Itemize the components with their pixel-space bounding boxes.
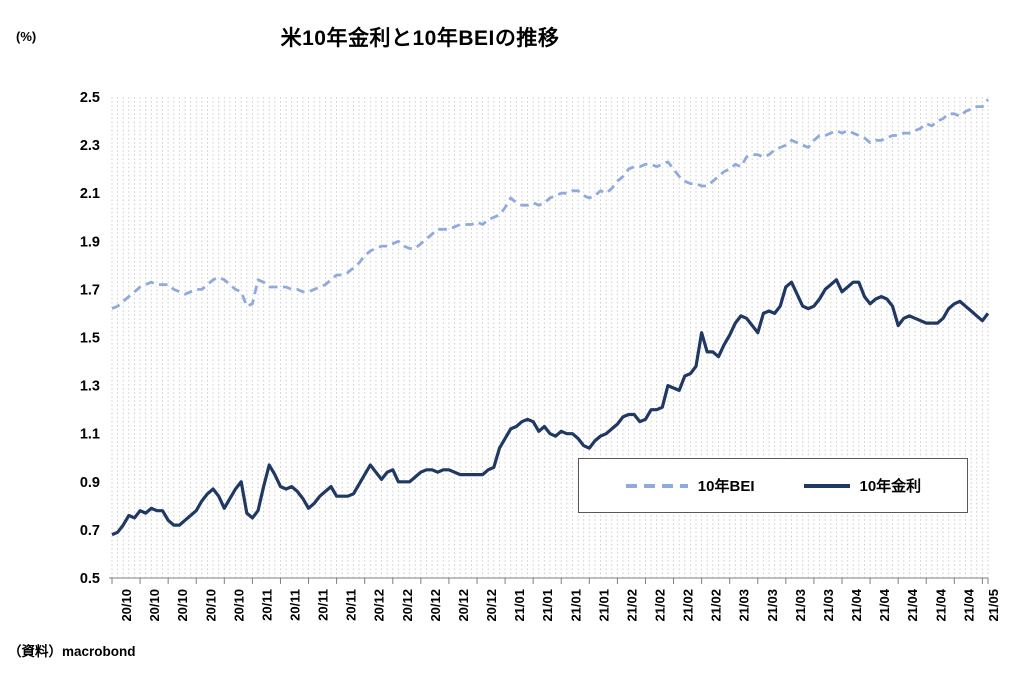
y-axis-tick-label: 2.5 — [80, 90, 100, 106]
x-axis-tick-label: 21/03 — [765, 589, 780, 622]
x-axis-tick-label: 20/10 — [231, 589, 246, 622]
x-axis-tick-label: 21/01 — [568, 589, 583, 622]
x-axis-tick-label: 20/12 — [428, 589, 443, 622]
x-axis-tick-label: 21/04 — [961, 588, 976, 621]
x-axis-tick-label: 20/12 — [372, 589, 387, 622]
y-axis-tick-label: 1.9 — [80, 234, 100, 250]
source-note: （資料）macrobond — [8, 644, 136, 659]
x-axis-tick-label: 21/03 — [793, 589, 808, 622]
x-axis-tick-label: 20/10 — [147, 589, 162, 622]
y-axis-tick-label: 0.9 — [80, 475, 100, 491]
x-axis-tick-label: 20/10 — [119, 589, 134, 622]
y-axis-tick-label: 2.1 — [80, 186, 100, 202]
legend-bei-line-sample — [625, 483, 688, 488]
x-axis-tick-label: 21/02 — [681, 589, 696, 622]
x-axis-tick-label: 20/11 — [344, 589, 359, 621]
x-axis-tick-label: 21/01 — [540, 589, 555, 622]
y-axis-tick-label: 0.5 — [80, 571, 100, 587]
x-axis-tick-label: 20/11 — [259, 589, 274, 621]
y-axis-tick-label: 1.7 — [80, 282, 100, 298]
x-axis-tick-label: 21/05 — [986, 589, 1001, 622]
x-axis-tick-label: 20/12 — [400, 589, 415, 622]
x-axis-tick-label: 21/03 — [737, 589, 752, 622]
x-axis-tick-label: 21/04 — [849, 588, 864, 621]
x-axis-tick-label: 20/12 — [484, 589, 499, 622]
legend: 10年BEI 10年金利 — [578, 458, 968, 513]
x-axis-tick-label: 20/12 — [456, 589, 471, 622]
y-axis-tick-label: 1.1 — [80, 427, 100, 443]
bei-line — [111, 98, 990, 310]
legend-entry-bei: 10年BEI — [625, 475, 755, 496]
x-axis-tick-label: 21/04 — [905, 588, 920, 621]
rate-line — [111, 278, 990, 537]
x-axis-tick-label: 20/10 — [203, 589, 218, 622]
x-axis — [109, 577, 989, 584]
y-axis-tick-label: 2.3 — [80, 138, 100, 154]
x-axis-tick-label: 21/03 — [821, 589, 836, 622]
legend-rate-line-sample — [803, 483, 850, 488]
x-axis-tick-label: 20/11 — [288, 589, 303, 621]
page-title: 米10年金利と10年BEIの推移 — [280, 27, 560, 50]
legend-entry-rate: 10年金利 — [803, 475, 922, 496]
x-axis-tick-label: 21/04 — [933, 588, 948, 621]
x-axis-tick-label: 21/02 — [624, 589, 639, 622]
x-axis-tick-label: 21/02 — [653, 589, 668, 622]
x-axis-tick-label: 20/11 — [316, 589, 331, 621]
x-axis-tick-label: 21/01 — [596, 589, 611, 622]
x-axis-tick-label: 21/01 — [512, 589, 527, 622]
y-axis-unit-label: (%) — [16, 29, 37, 44]
x-axis-tick-label: 21/02 — [709, 589, 724, 622]
x-axis-tick-label: 21/04 — [877, 588, 892, 621]
y-axis-tick-label: 0.7 — [80, 523, 100, 539]
y-axis-tick-label: 1.5 — [80, 331, 100, 347]
y-axis-tick-label: 1.3 — [80, 379, 100, 395]
x-axis-tick-label: 20/10 — [175, 589, 190, 622]
x-axis-labels: 20/10 20/10 20/10 20/10 20/10 20/11 20/11 20/11… — [119, 588, 1001, 621]
legend-bei-label: 10年BEI — [697, 478, 755, 495]
legend-rate-label: 10年金利 — [859, 478, 922, 495]
y-axis-labels: 2.5 2.3 2.1 1.9 1.7 1.5 1.3 1.1 0.9 0.7 0.5 — [80, 90, 100, 587]
